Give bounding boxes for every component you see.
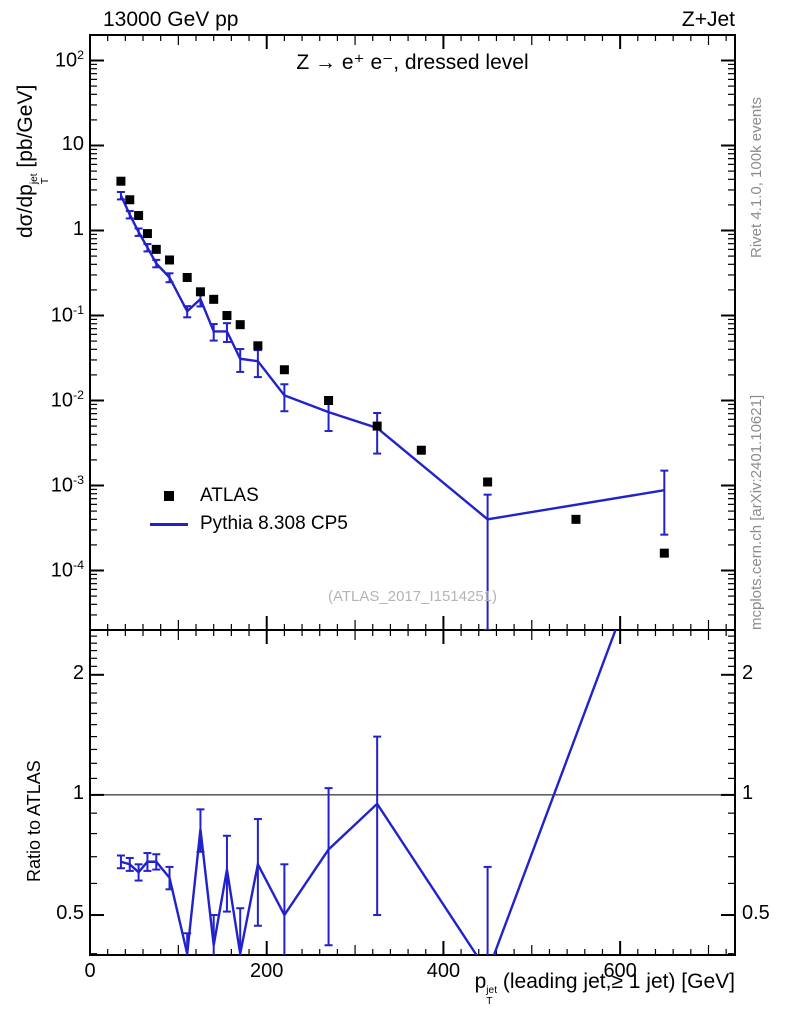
y-axis-label-sub: T bbox=[39, 177, 51, 185]
legend-item-pythia: Pythia 8.308 CP5 bbox=[148, 510, 348, 538]
y-axis-label-post: [pb/GeV] bbox=[14, 84, 37, 174]
x-axis-label-post: (leading jet,≥ 1 jet) [GeV] bbox=[497, 970, 735, 993]
legend-marker-box bbox=[148, 522, 190, 526]
y-axis-label-supsub: jet T bbox=[29, 173, 51, 185]
legend-label-atlas: ATLAS bbox=[200, 485, 259, 506]
beam-energy-title: 13000 GeV pp bbox=[103, 8, 239, 31]
analysis-watermark: (ATLAS_2017_I1514251) bbox=[327, 588, 497, 605]
legend-marker-box bbox=[148, 491, 190, 501]
y-axis-label-ratio: Ratio to ATLAS bbox=[24, 760, 44, 882]
y-axis-label-pre: dσ/dp bbox=[14, 184, 37, 238]
legend: ATLAS Pythia 8.308 CP5 bbox=[148, 482, 348, 538]
process-title: Z+Jet bbox=[681, 8, 735, 31]
x-axis-label-pre: p bbox=[474, 970, 487, 993]
mcplots-reference-label: mcplots.cern.ch [arXiv:2401.10621] bbox=[748, 394, 765, 630]
x-axis-label-sub: T bbox=[486, 995, 493, 1007]
x-axis-label-supsub: jet T bbox=[486, 986, 497, 1006]
y-axis-label-main: dσ/dp jet T [pb/GeV] bbox=[14, 85, 51, 238]
legend-item-atlas: ATLAS bbox=[148, 482, 348, 510]
plot-title: Z → e⁺ e⁻, dressed level bbox=[296, 51, 529, 74]
legend-label-pythia: Pythia 8.308 CP5 bbox=[200, 513, 348, 534]
square-marker-icon bbox=[164, 491, 174, 501]
x-axis-label-sup: jet bbox=[486, 985, 498, 997]
line-marker-icon bbox=[150, 522, 188, 526]
rivet-version-label: Rivet 4.1.0, 100k events bbox=[748, 97, 765, 258]
x-axis-label: p jet T (leading jet,≥ 1 jet) [GeV] bbox=[475, 970, 735, 1007]
